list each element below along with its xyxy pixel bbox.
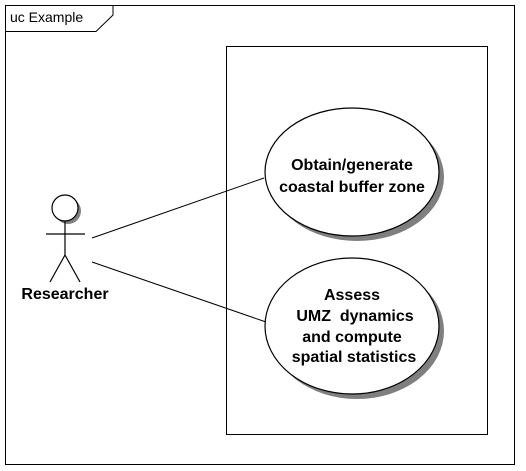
actor-left-leg — [49, 254, 66, 283]
frame-title-tab — [5, 5, 114, 32]
use-case-label-line: Obtain/generate — [291, 157, 413, 174]
association-line-umz-dynamics — [91, 261, 267, 323]
use-case-assess-umz-dynamics[interactable]: Assess UMZ dynamics and compute spatial … — [264, 257, 444, 399]
actor-right-leg — [64, 254, 81, 283]
use-case-label-line: Assess — [324, 287, 380, 304]
use-case-label-line: spatial statistics — [292, 349, 417, 366]
association-line-buffer-zone — [91, 177, 265, 239]
actor-head — [51, 194, 79, 222]
use-case-ellipse — [264, 107, 440, 237]
actor-name: Researcher — [21, 286, 108, 303]
use-case-label-line: UMZ dynamics — [296, 308, 413, 325]
use-case-label-line: coastal buffer zone — [279, 179, 425, 196]
diagram-frame — [5, 5, 515, 465]
frame-title: uc Example — [10, 9, 83, 25]
use-case-label-line: and compute — [302, 329, 402, 346]
use-case-ellipse — [264, 257, 440, 395]
use-case-obtain-buffer-zone[interactable]: Obtain/generate coastal buffer zone — [264, 107, 444, 241]
actor-researcher[interactable]: Researcher — [21, 194, 109, 303]
